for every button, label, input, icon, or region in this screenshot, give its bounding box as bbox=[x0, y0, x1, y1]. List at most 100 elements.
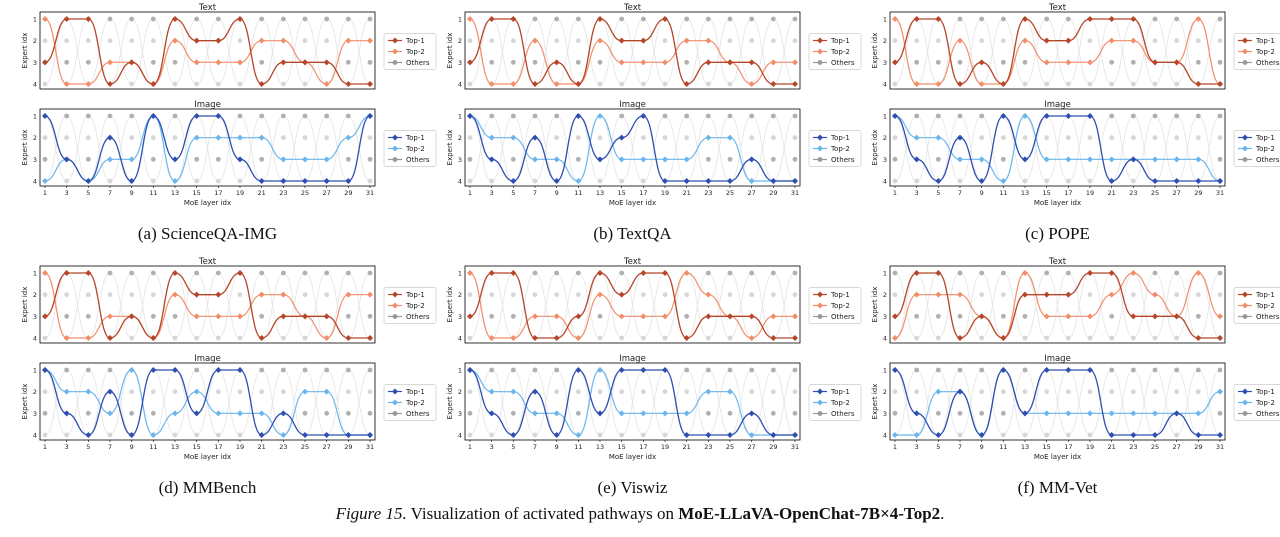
others-point bbox=[172, 59, 178, 65]
top2-point bbox=[575, 432, 582, 438]
others-point bbox=[1044, 81, 1050, 87]
x-tick-label: 21 bbox=[683, 189, 691, 197]
others-point bbox=[150, 59, 156, 65]
legend-marker bbox=[392, 399, 398, 406]
legend-label: Top-1 bbox=[1255, 37, 1275, 45]
others-point bbox=[1000, 270, 1006, 276]
top1-point bbox=[770, 178, 777, 184]
others-point bbox=[367, 156, 373, 162]
background-path bbox=[729, 115, 752, 182]
others-point bbox=[1022, 335, 1028, 341]
top1-point bbox=[683, 432, 690, 438]
top1-point bbox=[978, 313, 985, 320]
others-point bbox=[1152, 38, 1158, 44]
others-point bbox=[1022, 389, 1028, 395]
others-point bbox=[935, 113, 941, 119]
background-path bbox=[686, 272, 709, 339]
others-point bbox=[324, 135, 330, 141]
background-path bbox=[131, 18, 154, 85]
y-tick-label: 3 bbox=[458, 156, 462, 164]
top1-point bbox=[1217, 178, 1223, 184]
others-point bbox=[64, 113, 70, 119]
others-point bbox=[172, 432, 178, 438]
others-point bbox=[1000, 59, 1006, 65]
background-path bbox=[664, 115, 687, 182]
others-point bbox=[129, 292, 135, 298]
others-point bbox=[892, 135, 898, 141]
legend: Top-1 Top-2 Others bbox=[383, 287, 437, 324]
others-point bbox=[1109, 367, 1115, 373]
others-point bbox=[662, 113, 668, 119]
others-point bbox=[1109, 389, 1115, 395]
background-path bbox=[1046, 18, 1069, 85]
others-point bbox=[302, 113, 308, 119]
background-path bbox=[1068, 18, 1091, 85]
others-point bbox=[597, 313, 603, 319]
x-tick-label: 15 bbox=[1043, 443, 1051, 451]
others-point bbox=[554, 38, 560, 44]
background-path bbox=[959, 18, 982, 85]
y-tick-label: 4 bbox=[883, 432, 887, 440]
x-tick-label: 7 bbox=[108, 443, 112, 451]
others-point bbox=[1217, 270, 1223, 276]
x-tick-label: 1 bbox=[43, 443, 47, 451]
legend-marker bbox=[392, 145, 398, 152]
y-tick-label: 3 bbox=[883, 59, 887, 67]
x-tick-label: 29 bbox=[344, 443, 352, 451]
top2-point bbox=[42, 270, 48, 276]
top2-point bbox=[237, 313, 243, 320]
x-tick-label: 21 bbox=[1108, 443, 1116, 451]
top2-line bbox=[895, 369, 1221, 436]
top1-point bbox=[1000, 367, 1007, 373]
panel-title: Image bbox=[619, 100, 646, 110]
background-path bbox=[348, 272, 371, 339]
x-tick-label: 17 bbox=[214, 443, 222, 451]
others-point bbox=[64, 59, 70, 65]
top2-point bbox=[1087, 156, 1093, 163]
others-point bbox=[215, 270, 221, 276]
x-tick-label: 13 bbox=[1021, 443, 1029, 451]
legend-marker bbox=[392, 302, 398, 309]
top2-point bbox=[683, 270, 690, 276]
others-point bbox=[1022, 59, 1028, 65]
y-tick-label: 2 bbox=[883, 37, 887, 45]
others-point bbox=[597, 135, 603, 141]
background-path bbox=[66, 272, 89, 339]
top1-point bbox=[1152, 59, 1158, 66]
legend-label: Others bbox=[831, 313, 855, 321]
x-tick-label: 17 bbox=[1064, 189, 1072, 197]
top1-point bbox=[575, 313, 582, 320]
top2-point bbox=[1130, 37, 1137, 44]
top2-point bbox=[172, 410, 178, 417]
background-path bbox=[1046, 369, 1069, 436]
background-path bbox=[916, 115, 939, 182]
others-point bbox=[1022, 135, 1028, 141]
top2-point bbox=[957, 291, 963, 298]
others-point bbox=[1217, 410, 1223, 416]
top2-point bbox=[553, 313, 560, 320]
top1-point bbox=[488, 410, 495, 417]
background-path bbox=[729, 18, 752, 85]
top2-point bbox=[618, 410, 625, 417]
background-path bbox=[491, 18, 514, 85]
top1-point bbox=[727, 313, 733, 320]
top2-point bbox=[1130, 410, 1137, 417]
others-point bbox=[324, 292, 330, 298]
x-tick-label: 21 bbox=[1108, 189, 1116, 197]
top2-point bbox=[597, 367, 603, 373]
subfigure-caption: (c) POPE bbox=[1025, 224, 1090, 243]
others-point bbox=[367, 313, 373, 319]
background-path bbox=[1003, 369, 1026, 436]
others-point bbox=[1044, 432, 1050, 438]
top2-point bbox=[705, 37, 712, 44]
top1-point bbox=[1152, 178, 1158, 184]
top1-point bbox=[1065, 367, 1072, 373]
background-path bbox=[304, 272, 327, 339]
others-point bbox=[1087, 135, 1093, 141]
top1-point bbox=[978, 59, 985, 66]
legend-box bbox=[383, 33, 437, 70]
top1-point bbox=[172, 367, 178, 373]
legend-label: Top-1 bbox=[830, 134, 850, 142]
legend: Top-1 Top-2 Others bbox=[383, 384, 437, 421]
